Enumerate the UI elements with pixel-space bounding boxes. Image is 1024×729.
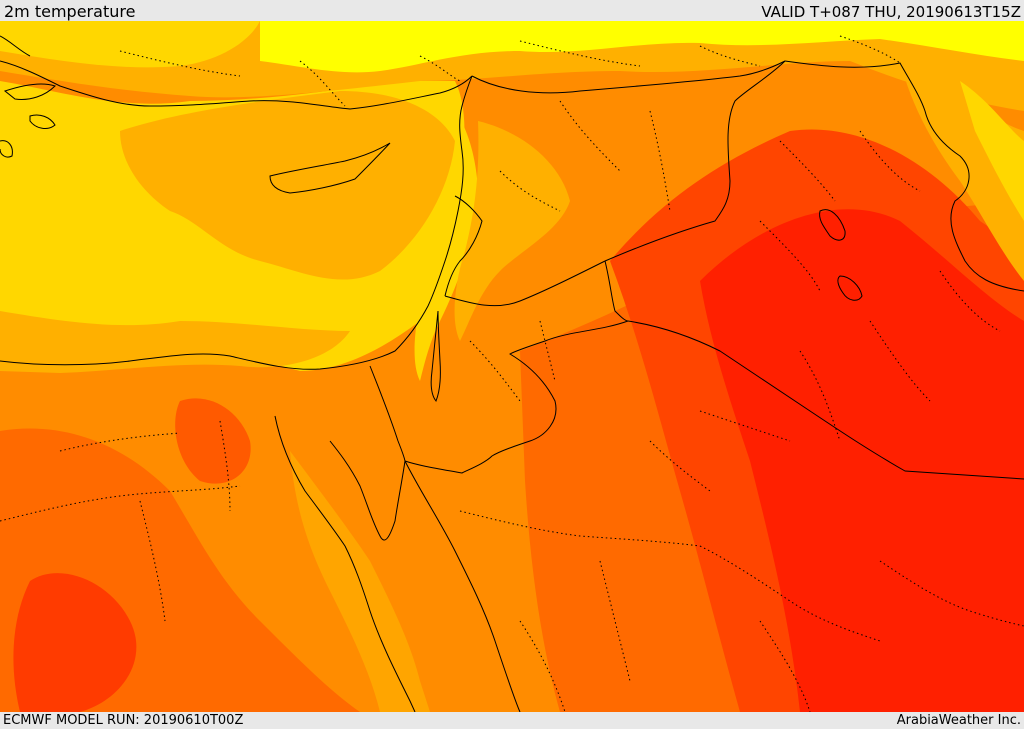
coastline-lake-razzaza	[837, 275, 863, 301]
credit-label: ArabiaWeather Inc.	[896, 713, 1021, 728]
temp-band-red-sinai	[175, 398, 251, 484]
header-bar: 2m temperature VALID T+087 THU, 20190613…	[0, 0, 1024, 21]
temp-band-light-orange-med-east	[120, 91, 455, 280]
coastline-lake-tharthar	[819, 209, 846, 241]
temp-band-red-southwest	[13, 573, 137, 712]
admin-border-turkey-2	[519, 35, 901, 67]
model-run-label: ECMWF MODEL RUN: 20190610T00Z	[3, 713, 244, 728]
map-canvas	[0, 21, 1024, 712]
temp-band-yellow-turkey	[260, 21, 1024, 73]
admin-border-turkey-1	[119, 50, 461, 107]
temp-band-light-orange-med-south	[0, 311, 350, 373]
border-syria-iraq	[604, 60, 786, 262]
admin-border-syria	[499, 100, 671, 212]
admin-border-iraq-2	[799, 270, 1001, 442]
border-lebanon-syria	[444, 195, 483, 297]
coastline-cyprus	[269, 142, 391, 194]
temperature-map[interactable]	[0, 21, 1024, 712]
border-egypt-israel	[369, 365, 406, 462]
temp-band-gold-turkey	[0, 21, 260, 68]
admin-border-egypt-1	[0, 420, 241, 522]
admin-border-egypt-2	[59, 432, 181, 622]
border-saudi-iraq	[627, 320, 1024, 480]
temp-band-gold-northeast	[960, 81, 1024, 221]
admin-borders	[0, 35, 1024, 712]
valid-time: VALID T+087 THU, 20190613T15Z	[761, 3, 1021, 21]
coastline-aegean	[0, 35, 56, 129]
coastline-rhodes	[0, 140, 13, 158]
admin-border-jordan	[469, 320, 556, 402]
map-title: 2m temperature	[4, 2, 136, 21]
border-iraq-iran	[784, 60, 1024, 292]
admin-border-iraq-1	[759, 130, 921, 292]
footer-bar: ECMWF MODEL RUN: 20190610T00Z ArabiaWeat…	[0, 712, 1024, 729]
coastline-red-sea-east	[329, 440, 521, 712]
temp-band-light-orange-northeast	[900, 61, 1024, 281]
coastline-red-sea-west	[274, 415, 416, 712]
admin-border-saudi-3	[519, 560, 1024, 712]
coastline-egypt-levant	[0, 75, 473, 370]
border-turkey-syria	[471, 60, 786, 94]
temp-band-light-orange-levant-inland	[454, 121, 570, 341]
border-jordan-syria	[444, 260, 606, 307]
coastline-turkey	[0, 60, 473, 110]
border-jordan-iraq-saudi	[404, 260, 629, 474]
admin-border-saudi-4	[649, 410, 791, 492]
admin-border-saudi-1	[459, 510, 701, 682]
coastline-dead-sea	[430, 310, 441, 402]
temp-band-red-east	[700, 209, 1024, 712]
